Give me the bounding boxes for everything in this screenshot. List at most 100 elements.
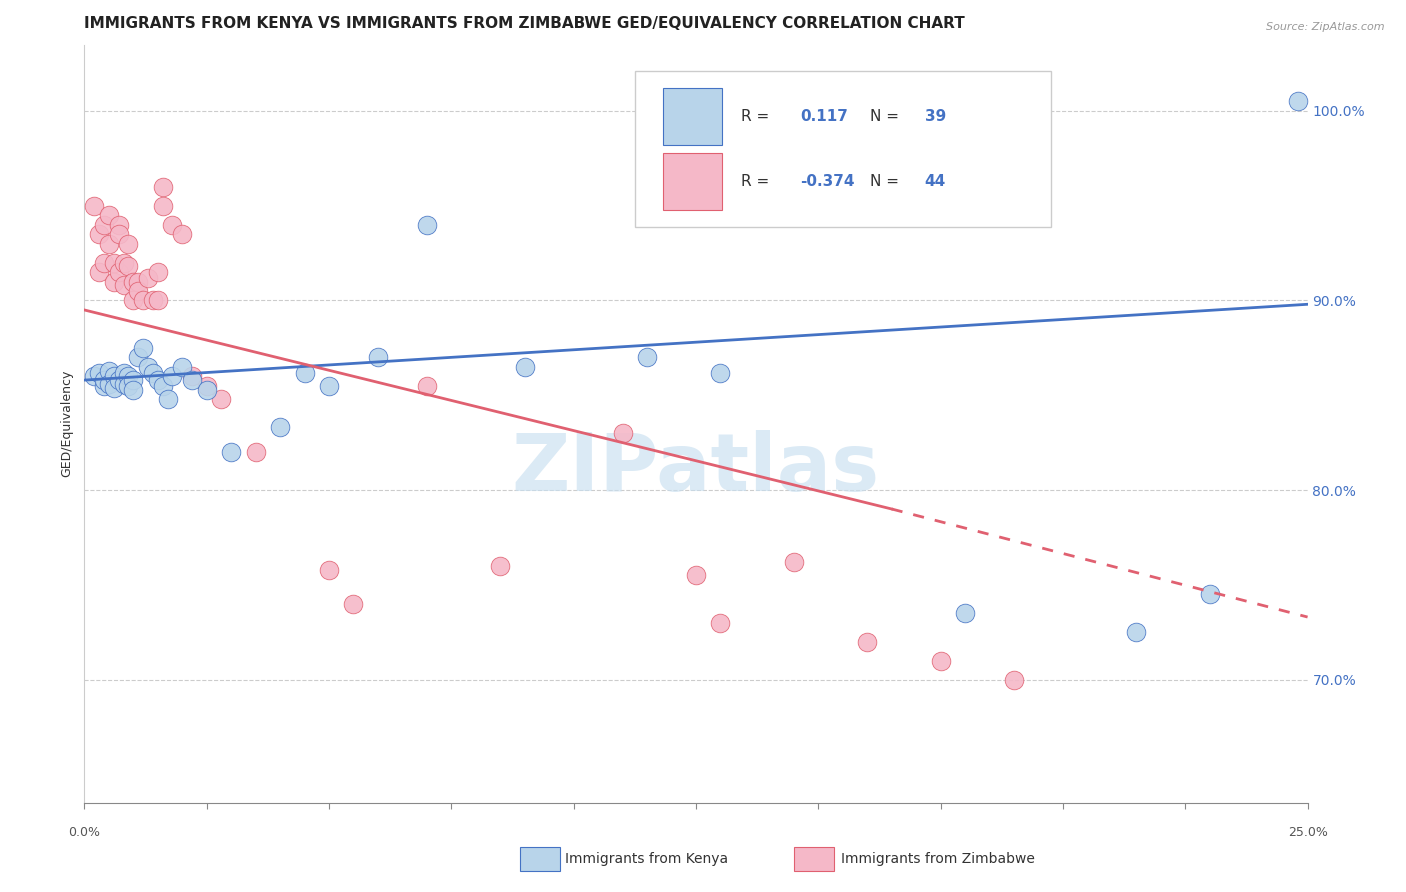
Point [1198, 587, 1220, 601]
Point [219, 445, 242, 459]
Point [294, 366, 316, 380]
Point [127, 351, 149, 365]
Text: ZIPatlas: ZIPatlas [512, 430, 880, 508]
Point [142, 366, 165, 380]
Point [122, 293, 145, 308]
Text: R =: R = [741, 109, 769, 124]
Bar [664, 153, 721, 210]
Point [318, 563, 340, 577]
Point [142, 293, 165, 308]
Point [152, 199, 174, 213]
Point [856, 634, 879, 648]
Point [416, 378, 439, 392]
Point [97, 236, 120, 251]
Point [107, 227, 129, 241]
Point [136, 270, 159, 285]
Point [489, 558, 512, 573]
Point [269, 420, 291, 434]
Text: Immigrants from Kenya: Immigrants from Kenya [565, 852, 728, 866]
Point [245, 445, 267, 459]
Text: 44: 44 [925, 174, 946, 189]
Point [103, 381, 125, 395]
Point [103, 255, 125, 269]
Point [112, 255, 135, 269]
Y-axis label: GED/Equivalency: GED/Equivalency [60, 370, 73, 477]
Point [103, 369, 125, 384]
Point [136, 359, 159, 374]
Point [709, 366, 731, 380]
Point [97, 376, 120, 391]
Point [93, 255, 115, 269]
Point [367, 351, 389, 365]
Text: N =: N = [870, 174, 898, 189]
Point [93, 373, 115, 387]
Point [107, 373, 129, 387]
Point [146, 293, 169, 308]
Text: 39: 39 [925, 109, 946, 124]
Point [181, 373, 204, 387]
Point [195, 378, 218, 392]
Point [83, 199, 105, 213]
Text: R =: R = [741, 174, 769, 189]
Point [783, 555, 806, 569]
Point [146, 265, 169, 279]
Point [87, 366, 110, 380]
Point [87, 265, 110, 279]
Point [112, 376, 135, 391]
Point [318, 378, 340, 392]
Point [152, 378, 174, 392]
Point [342, 597, 364, 611]
Point [709, 615, 731, 630]
Point [162, 369, 184, 384]
Point [162, 218, 184, 232]
Point [127, 275, 149, 289]
Point [122, 275, 145, 289]
Text: Source: ZipAtlas.com: Source: ZipAtlas.com [1267, 22, 1385, 32]
Point [117, 369, 139, 384]
Point [122, 383, 145, 397]
Point [132, 293, 155, 308]
Point [87, 227, 110, 241]
Point [195, 383, 218, 397]
Point [97, 364, 120, 378]
Point [181, 369, 204, 384]
Point [117, 260, 139, 274]
Point [112, 366, 135, 380]
Point [172, 227, 194, 241]
Point [636, 351, 658, 365]
Point [146, 373, 169, 387]
Point [83, 369, 105, 384]
Text: Immigrants from Zimbabwe: Immigrants from Zimbabwe [841, 852, 1035, 866]
Point [107, 218, 129, 232]
Point [513, 359, 536, 374]
Point [612, 426, 634, 441]
Point [209, 392, 232, 406]
Point [107, 265, 129, 279]
FancyBboxPatch shape [636, 71, 1050, 227]
Text: 0.117: 0.117 [800, 109, 848, 124]
Bar [664, 88, 721, 145]
Point [416, 218, 439, 232]
Point [93, 378, 115, 392]
Text: -0.374: -0.374 [800, 174, 855, 189]
Point [172, 359, 194, 374]
Point [1286, 95, 1309, 109]
Text: IMMIGRANTS FROM KENYA VS IMMIGRANTS FROM ZIMBABWE GED/EQUIVALENCY CORRELATION CH: IMMIGRANTS FROM KENYA VS IMMIGRANTS FROM… [84, 16, 965, 31]
Point [152, 179, 174, 194]
Point [112, 278, 135, 293]
Text: 0.0%: 0.0% [69, 826, 100, 838]
Point [93, 218, 115, 232]
Point [685, 568, 707, 582]
Point [953, 607, 976, 621]
Point [156, 392, 179, 406]
Point [122, 373, 145, 387]
Point [1125, 625, 1147, 640]
Point [127, 284, 149, 298]
Point [132, 341, 155, 355]
Point [117, 236, 139, 251]
Point [117, 378, 139, 392]
Point [1002, 673, 1025, 687]
Point [929, 654, 952, 668]
Text: 25.0%: 25.0% [1288, 826, 1327, 838]
Point [103, 275, 125, 289]
